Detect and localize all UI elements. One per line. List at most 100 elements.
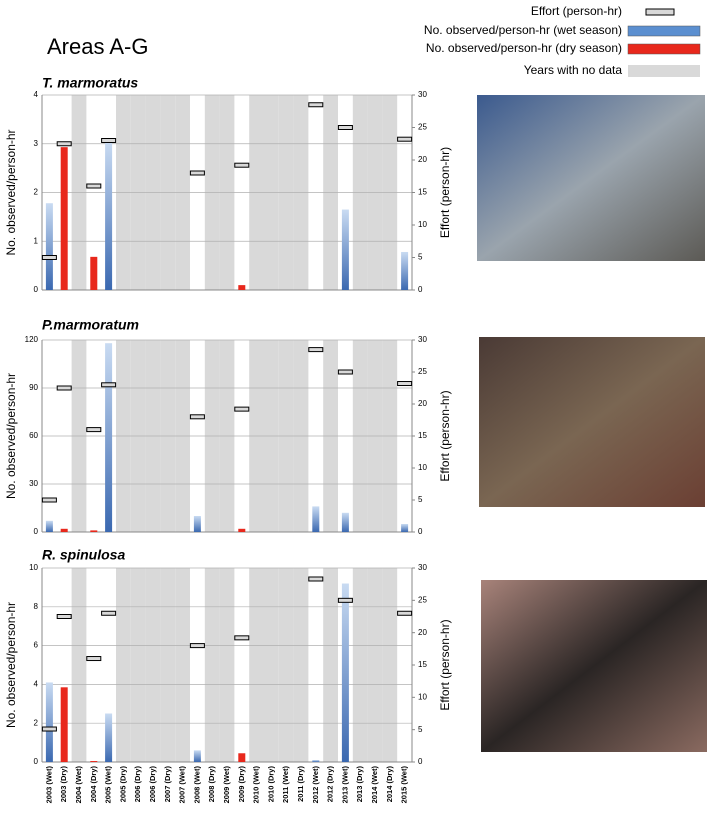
dry-bar xyxy=(90,530,98,532)
wet-bar xyxy=(193,516,201,532)
no-data-band xyxy=(278,568,294,762)
x-tick-label: 2014 (Wet) xyxy=(370,766,379,804)
panel-title: R. spinulosa xyxy=(42,547,125,563)
x-tick-label: 2010 (Wet) xyxy=(252,766,261,804)
x-tick-label: 2008 (Wet) xyxy=(192,766,201,804)
y2-tick-label: 0 xyxy=(418,285,423,294)
effort-marker xyxy=(41,255,57,260)
y2-tick-label: 5 xyxy=(418,253,423,262)
effort-marker xyxy=(56,385,72,391)
wet-bar xyxy=(312,760,320,762)
effort-marker xyxy=(56,614,72,619)
no-data-band xyxy=(71,568,87,762)
x-tick-label: 2013 (Dry) xyxy=(355,766,364,803)
y2-tick-label: 0 xyxy=(418,757,423,766)
effort-marker xyxy=(41,726,57,732)
no-data-band xyxy=(145,568,161,762)
y2-tick-label: 10 xyxy=(418,463,427,472)
dry-bar xyxy=(60,147,68,290)
y2-tick-label: 30 xyxy=(418,90,427,99)
x-tick-label: 2011 (Dry) xyxy=(296,766,305,802)
no-data-band xyxy=(130,568,146,762)
x-tick-label: 2009 (Wet) xyxy=(222,766,231,804)
effort-marker xyxy=(189,643,205,649)
effort-marker xyxy=(397,610,413,616)
y2-tick-label: 25 xyxy=(418,123,427,132)
no-data-band xyxy=(264,568,279,762)
wet-bar xyxy=(341,583,349,762)
no-data-band xyxy=(293,568,309,762)
y2-tick-label: 20 xyxy=(418,628,427,637)
y-axis-label: No. observed/person-hr xyxy=(4,373,18,499)
y2-tick-label: 25 xyxy=(418,595,427,604)
wet-bar xyxy=(401,524,409,532)
x-tick-label: 2007 (Dry) xyxy=(163,766,172,803)
dry-bar xyxy=(90,256,98,290)
y2-axis-label: Effort (person-hr) xyxy=(438,390,452,481)
wet-bar xyxy=(105,141,113,290)
figure-title: Areas A-G xyxy=(47,34,148,59)
photo xyxy=(477,95,705,261)
x-tick-label: 2012 (Dry) xyxy=(326,766,335,803)
wet-bar xyxy=(312,506,320,532)
y-tick-label: 60 xyxy=(29,431,38,440)
y2-tick-label: 30 xyxy=(418,335,427,344)
no-data-band xyxy=(249,568,264,762)
x-tick-label: 2005 (Wet) xyxy=(104,766,113,804)
y-tick-label: 0 xyxy=(34,527,39,536)
effort-marker xyxy=(101,382,117,388)
effort-marker xyxy=(86,183,102,189)
wet-bar xyxy=(341,209,349,290)
no-data-band xyxy=(160,568,176,762)
wet-bar xyxy=(45,520,53,532)
dry-bar xyxy=(90,761,98,762)
no-data-band xyxy=(219,568,235,762)
dry-bar xyxy=(238,528,246,532)
x-tick-label: 2004 (Wet) xyxy=(74,766,83,804)
y-tick-label: 2 xyxy=(34,718,39,727)
photo xyxy=(479,337,705,507)
effort-marker xyxy=(86,427,102,433)
y-tick-label: 3 xyxy=(34,139,39,148)
x-tick-label: 2007 (Wet) xyxy=(178,766,187,804)
y2-tick-label: 30 xyxy=(418,563,427,572)
x-tick-label: 2015 (Wet) xyxy=(400,766,409,804)
y2-axis-label: Effort (person-hr) xyxy=(438,147,452,238)
y-tick-label: 30 xyxy=(29,479,38,488)
x-tick-label: 2006 (Dry) xyxy=(133,766,142,803)
wet-bar xyxy=(341,512,349,532)
y-tick-label: 4 xyxy=(34,90,39,99)
effort-marker xyxy=(337,597,353,603)
x-tick-label: 2003 (Wet) xyxy=(44,766,53,804)
y2-tick-label: 25 xyxy=(418,367,427,376)
effort-marker xyxy=(234,162,250,168)
effort-marker xyxy=(308,347,324,353)
y2-axis-label: Effort (person-hr) xyxy=(438,619,452,710)
effort-marker xyxy=(397,136,413,142)
y2-tick-label: 0 xyxy=(418,527,423,536)
y2-tick-label: 10 xyxy=(418,220,427,229)
no-data-band xyxy=(367,568,383,762)
effort-marker xyxy=(397,381,413,387)
y-tick-label: 2 xyxy=(34,188,39,197)
x-tick-label: 2012 (Wet) xyxy=(311,766,320,804)
legend-swatch xyxy=(627,25,701,37)
y2-tick-label: 10 xyxy=(418,692,427,701)
legend-swatch xyxy=(628,65,700,77)
effort-marker xyxy=(86,656,102,662)
effort-marker xyxy=(189,414,205,420)
y2-tick-label: 20 xyxy=(418,399,427,408)
y-tick-label: 1 xyxy=(34,236,39,245)
y2-tick-label: 5 xyxy=(418,725,423,734)
dry-bar xyxy=(60,528,68,532)
effort-marker xyxy=(337,369,353,375)
panel-title: P.marmoratum xyxy=(42,317,139,333)
no-data-band xyxy=(352,568,368,762)
effort-marker xyxy=(337,125,353,130)
panel-title: T. marmoratus xyxy=(42,75,138,91)
y2-tick-label: 20 xyxy=(418,155,427,164)
effort-marker xyxy=(41,497,57,503)
legend-label: No. observed/person-hr (dry season) xyxy=(426,41,622,55)
x-tick-label: 2013 (Wet) xyxy=(340,766,349,804)
